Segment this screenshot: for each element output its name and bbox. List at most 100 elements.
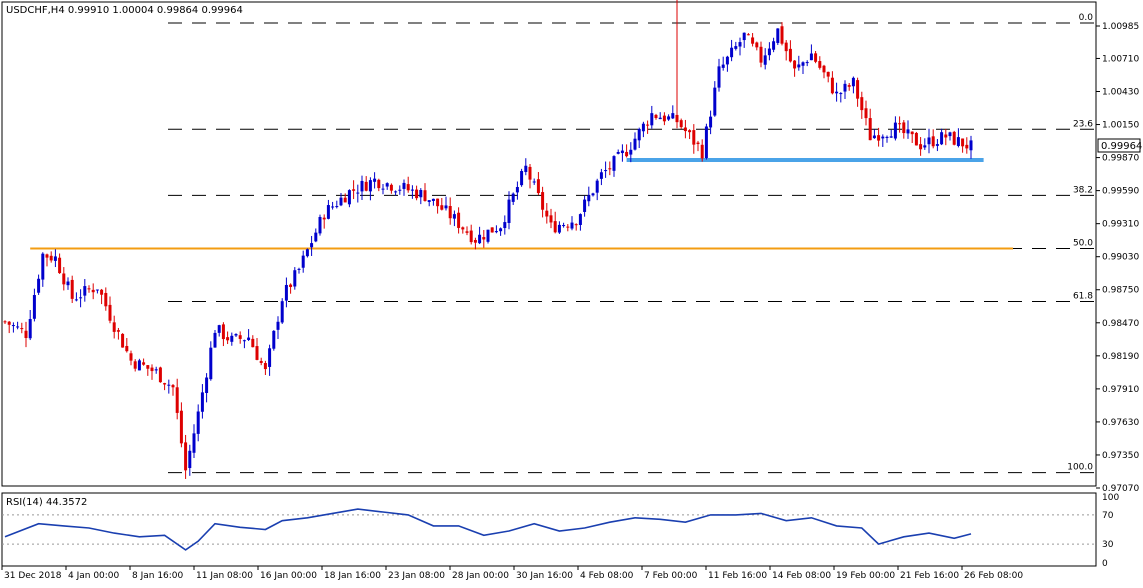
candle-body bbox=[889, 136, 893, 138]
x-tick-label: 4 Jan 00:00 bbox=[68, 571, 120, 581]
candle-body bbox=[662, 115, 666, 122]
candle-body bbox=[532, 181, 536, 183]
x-tick-label: 14 Feb 08:00 bbox=[772, 571, 831, 581]
x-tick-label: 30 Jan 16:00 bbox=[516, 571, 573, 581]
current-price-label: 0.99964 bbox=[1101, 141, 1142, 152]
candle-body bbox=[734, 46, 738, 49]
candle-body bbox=[234, 334, 238, 336]
candle-body bbox=[58, 257, 62, 274]
candle-body bbox=[767, 48, 771, 56]
fib-level-label: 23.6 bbox=[1073, 119, 1093, 129]
candle-body bbox=[583, 199, 587, 212]
candle-body bbox=[37, 278, 41, 293]
candle-body bbox=[242, 340, 246, 342]
candle-body bbox=[221, 324, 225, 340]
x-tick-label: 18 Jan 16:00 bbox=[324, 571, 381, 581]
candle-body bbox=[881, 136, 885, 139]
candle-body bbox=[104, 292, 108, 307]
candle-body bbox=[713, 87, 717, 116]
y-tick-label: 1.00985 bbox=[1102, 22, 1139, 32]
candle-body bbox=[431, 198, 435, 201]
candle-body bbox=[494, 231, 498, 233]
x-tick-label: 4 Feb 08:00 bbox=[580, 571, 634, 581]
y-tick-label: 1.00150 bbox=[1102, 121, 1139, 131]
candle-body bbox=[24, 330, 28, 338]
rsi-plot-frame bbox=[1, 492, 1097, 567]
candle-body bbox=[305, 249, 309, 257]
candle-body bbox=[95, 289, 99, 291]
x-tick-label: 19 Feb 00:00 bbox=[836, 571, 895, 581]
candle-body bbox=[717, 66, 721, 88]
candle-body bbox=[188, 450, 192, 469]
candle-body bbox=[381, 188, 385, 190]
candle-body bbox=[847, 85, 851, 87]
candle-body bbox=[826, 71, 830, 77]
candle-body bbox=[83, 286, 87, 296]
candle-body bbox=[885, 136, 889, 138]
candle-body bbox=[696, 142, 700, 145]
candle-body bbox=[389, 184, 393, 191]
current-price-tag: 0.99964 bbox=[1097, 138, 1142, 153]
candle-body bbox=[368, 180, 372, 192]
candle-body bbox=[87, 288, 91, 290]
candle-body bbox=[637, 128, 641, 141]
candle-body bbox=[167, 384, 171, 386]
y-tick-label: 0.98190 bbox=[1102, 352, 1139, 362]
candle-body bbox=[226, 337, 230, 341]
candle-body bbox=[780, 26, 784, 44]
candle-body bbox=[923, 145, 927, 148]
candle-body bbox=[79, 297, 83, 299]
candle-body bbox=[41, 253, 45, 280]
candle-body bbox=[331, 206, 335, 208]
candle-body bbox=[356, 192, 360, 194]
candle-body bbox=[725, 56, 729, 65]
candle-body bbox=[108, 304, 112, 321]
rsi-line bbox=[4, 508, 972, 551]
rsi-axis-label: 100 bbox=[1102, 493, 1119, 503]
candle-body bbox=[121, 333, 125, 348]
candle-body bbox=[625, 151, 629, 157]
candle-body bbox=[667, 116, 671, 120]
candle-body bbox=[297, 268, 301, 270]
candle-body bbox=[280, 301, 284, 323]
candle-body bbox=[205, 377, 209, 394]
candle-body bbox=[200, 392, 204, 412]
candle-body bbox=[944, 134, 948, 138]
candle-body bbox=[948, 132, 952, 137]
x-tick-label: 31 Dec 2018 bbox=[4, 571, 62, 581]
candle-body bbox=[927, 137, 931, 145]
candle-body bbox=[133, 361, 137, 369]
candle-body bbox=[818, 61, 822, 68]
candle-body bbox=[163, 383, 167, 385]
candle-body bbox=[788, 48, 792, 62]
candle-body bbox=[578, 214, 582, 225]
candle-body bbox=[839, 93, 843, 95]
rsi-axis-label: 70 bbox=[1102, 511, 1114, 521]
candle-body bbox=[797, 64, 801, 68]
candle-body bbox=[742, 32, 746, 41]
candle-body bbox=[142, 362, 146, 365]
rsi-axis-label: 30 bbox=[1102, 540, 1114, 550]
candle-body bbox=[528, 166, 532, 180]
candle-body bbox=[423, 190, 427, 201]
candle-body bbox=[347, 190, 351, 205]
rsi-label: RSI(14) 44.3572 bbox=[6, 497, 87, 508]
candle-body bbox=[364, 181, 368, 191]
candle-body bbox=[28, 319, 32, 339]
candle-body bbox=[805, 62, 809, 64]
candle-body bbox=[402, 182, 406, 189]
candle-body bbox=[553, 221, 557, 233]
candle-body bbox=[872, 135, 876, 139]
candle-body bbox=[566, 226, 570, 228]
candle-body bbox=[860, 97, 864, 111]
y-tick-label: 0.97910 bbox=[1102, 385, 1139, 395]
x-tick-label: 7 Feb 00:00 bbox=[644, 571, 698, 581]
candle-body bbox=[759, 46, 763, 63]
candle-body bbox=[11, 325, 15, 327]
candle-body bbox=[146, 365, 150, 369]
candle-body bbox=[935, 144, 939, 146]
candle-body bbox=[629, 149, 633, 155]
candle-body bbox=[650, 113, 654, 126]
